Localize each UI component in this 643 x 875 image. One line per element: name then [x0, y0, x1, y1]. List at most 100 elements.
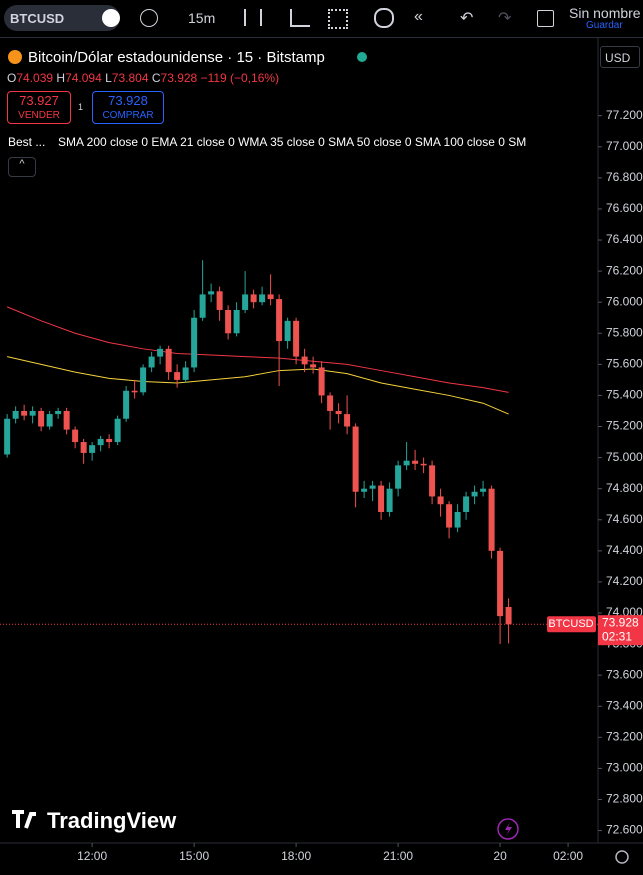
y-tick-label: 73.200: [606, 729, 643, 743]
redo-button[interactable]: ↷: [498, 10, 512, 27]
candle-body: [148, 356, 155, 368]
y-tick-label: 76.600: [606, 201, 643, 215]
ohlc-value: 73.804: [111, 71, 149, 85]
candle-body: [225, 309, 232, 334]
candle-body: [242, 294, 249, 310]
layout-button[interactable]: [328, 9, 348, 29]
candle-body: [182, 367, 189, 380]
candle-body: [488, 488, 495, 551]
undo-button[interactable]: ↶: [460, 10, 474, 27]
y-tick-label: 74.600: [606, 512, 643, 526]
candle-body: [454, 511, 461, 528]
candle-body: [446, 504, 453, 528]
candle-body: [276, 299, 283, 342]
candle-body: [157, 348, 164, 357]
x-tick-label: 02:00: [553, 849, 583, 863]
ohlc-label: L: [105, 71, 112, 85]
x-tick-label: 20: [493, 849, 507, 863]
candle-body: [4, 418, 11, 455]
last-price-symbol-box: [547, 616, 596, 633]
moving-average: [7, 356, 509, 415]
candle-body: [403, 460, 410, 466]
y-tick-label: 75.600: [606, 357, 643, 371]
save-button[interactable]: Guardar: [586, 20, 623, 31]
candle-body: [437, 496, 444, 505]
candle-body: [395, 465, 402, 489]
indicators-button[interactable]: [290, 9, 310, 27]
chart-title: Bitcoin/Dólar estadounidense · 15 · Bits…: [28, 49, 325, 66]
candle-body: [267, 294, 274, 300]
candle-body: [369, 485, 376, 489]
sell-price: 73.927: [19, 93, 59, 108]
candle-body: [97, 438, 104, 446]
ohlc-value: 73.928: [160, 71, 198, 85]
candle-body: [480, 488, 487, 492]
add-symbol-button[interactable]: [140, 9, 158, 27]
candle-body: [335, 410, 342, 415]
buy-price: 73.928: [108, 93, 148, 108]
symbol[interactable]: BTCUSD: [10, 11, 65, 26]
currency-select[interactable]: USD: [600, 46, 640, 68]
buy-button[interactable]: 73.928 COMPRAR: [92, 91, 164, 124]
candle-body: [412, 460, 419, 464]
candle-body: [429, 465, 436, 497]
symbol-icon: [102, 9, 120, 27]
y-tick-label: 76.400: [606, 232, 643, 246]
y-tick-label: 77.000: [606, 139, 643, 153]
candle-body: [80, 442, 87, 453]
y-tick-label: 75.400: [606, 388, 643, 402]
candle-body: [327, 395, 334, 411]
y-tick-label: 76.200: [606, 263, 643, 277]
ohlc-value: 74.039: [16, 71, 54, 85]
symbol-search[interactable]: [4, 5, 120, 31]
candle-body: [216, 291, 223, 310]
ohlc-value: 74.094: [65, 71, 102, 85]
candle-body: [463, 496, 470, 512]
logo-text: TradingView: [47, 808, 177, 833]
candle-body: [63, 410, 70, 430]
collapse-button[interactable]: ^: [8, 157, 36, 177]
layout-select[interactable]: [537, 10, 554, 27]
alert-icon[interactable]: [497, 818, 519, 840]
y-tick-label: 75.800: [606, 325, 643, 339]
last-price-value: 73.928: [602, 615, 639, 629]
layout-name[interactable]: Sin nombre: [569, 5, 641, 21]
candle-body: [420, 463, 427, 466]
y-tick-label: 72.600: [606, 823, 643, 837]
candle-body: [55, 410, 62, 415]
candle-body: [259, 294, 266, 303]
settings-icon[interactable]: [615, 850, 629, 864]
last-price-countdown: 02:31: [602, 629, 632, 643]
alert-button[interactable]: [374, 8, 394, 28]
ohlc-row: O74.039 H74.094 L73.804 C73.928 −119 (−0…: [7, 71, 279, 85]
y-tick-label: 72.800: [606, 792, 643, 806]
candle-body: [114, 418, 121, 443]
candle-body: [471, 491, 478, 497]
spread: 1: [78, 102, 84, 112]
candle-body: [131, 390, 138, 393]
candle-body: [140, 367, 147, 393]
interval[interactable]: 15m: [188, 10, 216, 26]
x-tick-label: 21:00: [383, 849, 413, 863]
candle-body: [174, 372, 181, 380]
y-tick-label: 76.000: [606, 294, 643, 308]
indicators-group[interactable]: Best ...: [8, 135, 46, 149]
replay-button[interactable]: «: [414, 8, 423, 25]
ohlc-label: H: [56, 71, 66, 85]
y-tick-label: 75.000: [606, 450, 643, 464]
candle-body: [199, 294, 206, 318]
coin-icon: [8, 50, 22, 64]
change-percent: (−0,16%): [230, 71, 280, 85]
y-tick-label: 73.400: [606, 698, 643, 712]
y-tick-label: 76.800: [606, 170, 643, 184]
chart-type-button[interactable]: [244, 9, 262, 26]
toolbar: BTCUSD 15m « ↶ ↷ Sin nombre Guardar: [0, 0, 643, 38]
sell-button[interactable]: 73.927 VENDER: [7, 91, 71, 124]
candle-body: [106, 438, 113, 443]
x-tick-label: 18:00: [281, 849, 311, 863]
candle-body: [72, 429, 79, 443]
y-tick-label: 75.200: [606, 419, 643, 433]
candle-body: [344, 414, 351, 427]
market-status: [357, 52, 367, 62]
y-tick-label: 77.200: [606, 108, 643, 122]
